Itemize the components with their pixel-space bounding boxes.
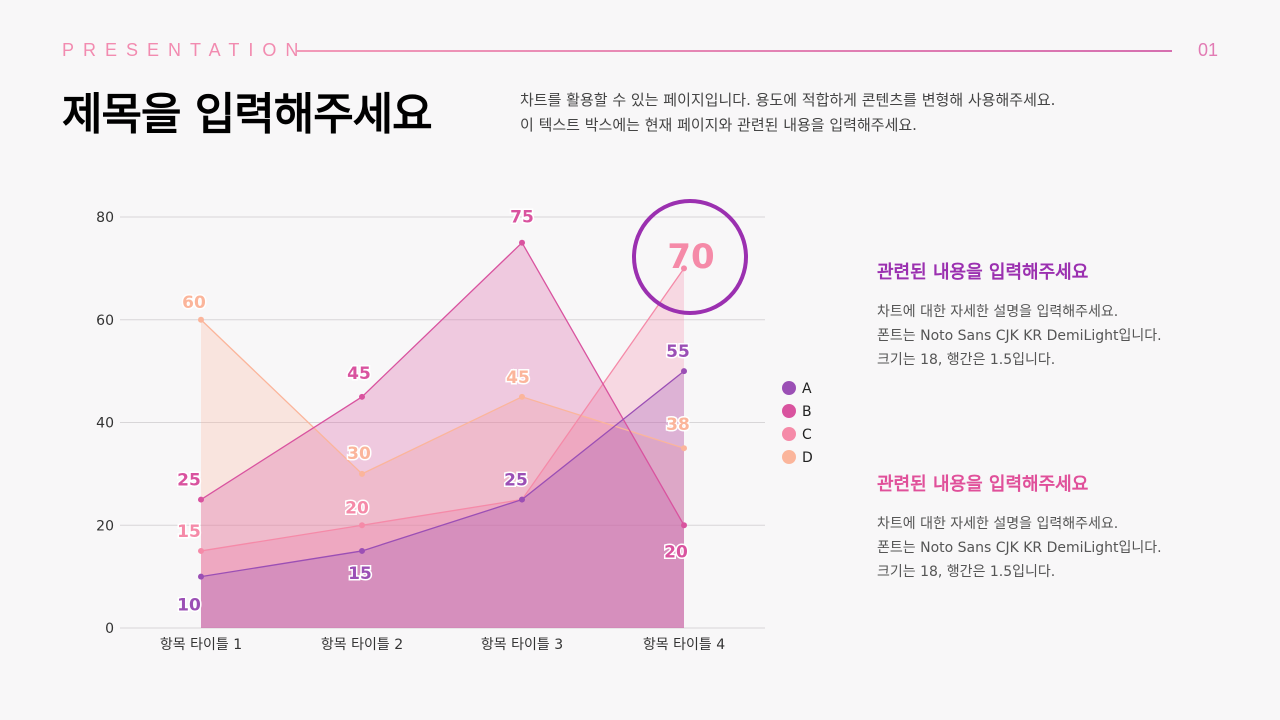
data-point-D	[359, 470, 365, 477]
side-line: 폰트는 Noto Sans CJK KR DemiLight입니다.	[877, 540, 1162, 556]
line-series-B	[200, 241, 685, 526]
y-tick-label: 20	[96, 518, 114, 534]
legend-label: B	[802, 404, 812, 420]
x-tick-label: 항목 타이틀 4	[643, 637, 725, 653]
data-label-C: 15	[177, 522, 201, 542]
data-label-D: 45	[506, 368, 530, 388]
data-point-A	[519, 496, 525, 503]
data-point-B	[198, 496, 204, 503]
data-point-C	[359, 522, 365, 529]
data-point-A	[359, 547, 365, 554]
highlight-ring	[632, 199, 748, 315]
side-line: 차트에 대한 자세한 설명을 입력해주세요.	[877, 516, 1119, 532]
legend-swatch-B	[782, 404, 796, 418]
data-label-D: 38	[666, 415, 690, 435]
data-label-A: 15	[348, 564, 372, 584]
y-tick-label: 0	[105, 621, 114, 637]
data-label-B: 25	[177, 471, 201, 491]
y-tick-label: 80	[96, 210, 114, 226]
description-line: 이 텍스트 박스에는 현재 페이지와 관련된 내용을 입력해주세요.	[520, 116, 917, 134]
line-series-D	[200, 319, 685, 475]
data-point-D	[198, 316, 204, 323]
side-block-2: 관련된 내용을 입력해주세요 차트에 대한 자세한 설명을 입력해주세요. 폰트…	[877, 470, 1257, 584]
y-tick-label: 40	[96, 416, 114, 432]
side-block-1: 관련된 내용을 입력해주세요 차트에 대한 자세한 설명을 입력해주세요. 폰트…	[877, 258, 1257, 372]
legend-swatch-C	[782, 427, 796, 441]
x-tick-label: 항목 타이틀 1	[160, 637, 242, 653]
area-series-A	[201, 371, 684, 628]
side-line: 크기는 18, 행간은 1.5입니다.	[877, 564, 1056, 580]
page-number: 01	[1198, 40, 1219, 60]
x-tick-label: 항목 타이틀 3	[481, 637, 563, 653]
data-point-C	[681, 265, 687, 272]
data-point-A	[681, 368, 687, 375]
kicker: PRESENTATION	[62, 40, 308, 60]
legend-label: C	[802, 427, 812, 443]
data-point-A	[198, 573, 204, 580]
data-point-B	[359, 393, 365, 400]
data-label-B: 20	[664, 542, 688, 562]
data-label-D: 30	[347, 444, 371, 464]
highlight-label: 70	[667, 237, 714, 277]
data-point-D	[681, 445, 687, 452]
data-label-C: 20	[345, 498, 369, 518]
data-label-A: 55	[666, 342, 690, 362]
line-series-A	[200, 370, 685, 578]
x-tick-label: 항목 타이틀 2	[321, 637, 403, 653]
legend-swatch-A	[782, 381, 796, 395]
area-series-C	[201, 268, 684, 628]
data-point-B	[681, 522, 687, 529]
data-label-B: 75	[510, 208, 534, 228]
side-line: 차트에 대한 자세한 설명을 입력해주세요.	[877, 304, 1119, 320]
legend-label: D	[802, 450, 813, 466]
side-heading: 관련된 내용을 입력해주세요	[877, 474, 1089, 495]
data-label-A: 25	[504, 471, 528, 491]
description-line: 차트를 활용할 수 있는 페이지입니다. 용도에 적합하게 콘텐츠를 변형해 사…	[520, 91, 1056, 109]
data-point-D	[519, 393, 525, 400]
area-series-D	[201, 319, 684, 628]
legend-swatch-D	[782, 450, 796, 464]
page-title: 제목을 입력해주세요	[62, 89, 433, 140]
description: 차트를 활용할 수 있는 페이지입니다. 용도에 적합하게 콘텐츠를 변형해 사…	[520, 88, 1055, 138]
y-tick-label: 60	[96, 313, 114, 329]
data-label-D: 60	[182, 293, 206, 313]
data-point-B	[519, 239, 525, 246]
data-point-C	[198, 547, 204, 554]
legend-label: A	[802, 381, 812, 397]
side-line: 폰트는 Noto Sans CJK KR DemiLight입니다.	[877, 328, 1162, 344]
side-line: 크기는 18, 행간은 1.5입니다.	[877, 352, 1056, 368]
header-rule	[297, 50, 1172, 52]
side-heading: 관련된 내용을 입력해주세요	[877, 262, 1089, 283]
data-label-A: 10	[177, 596, 201, 616]
data-label-B: 45	[347, 364, 371, 384]
